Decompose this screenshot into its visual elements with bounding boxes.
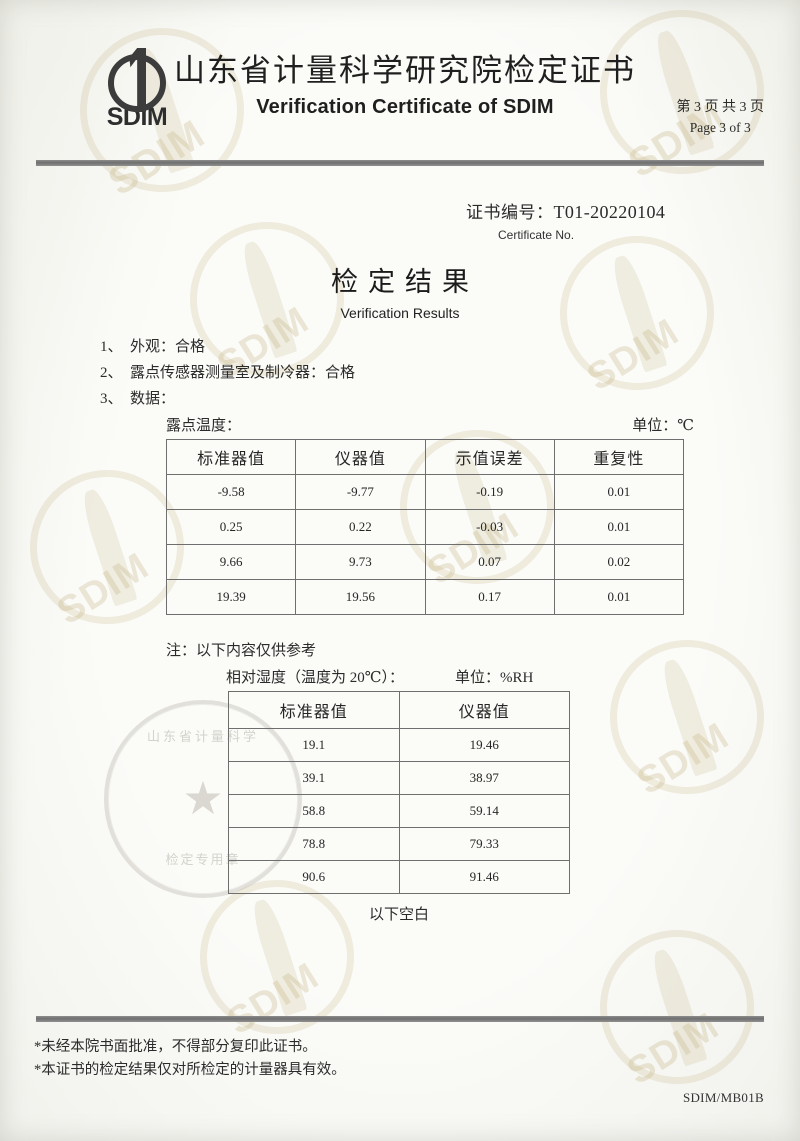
- dewpoint-table: 标准器值 仪器值 示值误差 重复性 -9.58 -9.77 -0.19 0.01…: [165, 439, 685, 616]
- certificate-number-label: 证书编号：: [466, 203, 554, 222]
- page-number: 第 3 页 共 3 页 Page 3 of 3: [677, 98, 765, 138]
- certificate-number-block: 证书编号：T01-20220104 Certificate No.: [0, 198, 800, 242]
- cell-standard: -9.58: [165, 474, 297, 511]
- certificate-number-label-en: Certificate No.: [498, 228, 575, 242]
- column-header-instrument: 仪器值: [398, 691, 570, 730]
- table-row: 39.1 38.97: [228, 761, 570, 796]
- cell-standard: 90.6: [228, 860, 400, 895]
- list-item: 1、 外观：合格: [100, 335, 800, 361]
- dewpoint-section-label: 露点温度：: [166, 418, 242, 435]
- cell-standard: 9.66: [165, 544, 297, 581]
- page-number-en: Page 3 of 3: [689, 120, 751, 136]
- column-header-error: 示值误差: [424, 439, 555, 476]
- cell-standard: 39.1: [228, 761, 400, 796]
- cell-instrument: 9.73: [295, 544, 426, 581]
- cell-instrument: 59.14: [398, 794, 570, 829]
- results-items: 1、 外观：合格 2、 露点传感器测量室及制冷器：合格 3、 数据：: [0, 335, 800, 412]
- certificate-number-line: 证书编号：T01-20220104: [466, 198, 800, 223]
- list-item-text: 露点传感器测量室及制冷器：合格: [130, 364, 356, 381]
- table-row: 90.6 91.46: [228, 860, 570, 895]
- table-row: 19.1 19.46: [228, 728, 570, 763]
- list-item: 3、 数据：: [100, 387, 800, 413]
- humidity-unit-label: 单位：%RH: [455, 670, 534, 687]
- cell-standard: 19.39: [165, 579, 297, 616]
- cell-standard: 19.1: [228, 728, 400, 763]
- table-row: -9.58 -9.77 -0.19 0.01: [165, 474, 685, 511]
- document-code: SDIM/MB01B: [682, 1090, 764, 1105]
- document-footer: *未经本院书面批准，不得部分复印此证书。 *本证书的检定结果仅对所检定的计量器具…: [0, 1016, 800, 1105]
- reference-note: 注：以下内容仅供参考: [0, 639, 800, 660]
- table-row: 0.25 0.22 -0.03 0.01: [165, 509, 685, 546]
- footer-notes: *未经本院书面批准，不得部分复印此证书。 *本证书的检定结果仅对所检定的计量器具…: [34, 1036, 800, 1083]
- cell-instrument: 79.33: [398, 827, 570, 862]
- dewpoint-section-header: 露点温度： 单位：℃: [0, 414, 800, 435]
- humidity-table: 标准器值 仪器值 19.1 19.46 39.1 38.97 58.8 59.1…: [228, 691, 570, 895]
- table-row: 9.66 9.73 0.07 0.02: [165, 544, 685, 581]
- blank-below-note: 以下空白: [368, 907, 429, 924]
- table-header-row: 标准器值 仪器值 示值误差 重复性: [165, 439, 685, 476]
- cell-repeatability: 0.02: [553, 544, 685, 581]
- reference-note-text: 以下内容仅供参考: [196, 643, 317, 660]
- sdim-logo-icon: [108, 48, 166, 112]
- cell-repeatability: 0.01: [553, 509, 685, 546]
- cell-instrument: 19.46: [398, 728, 570, 763]
- sdim-logo: SDIM: [98, 48, 176, 132]
- cell-instrument: 19.56: [295, 579, 426, 616]
- cell-repeatability: 0.01: [553, 579, 685, 616]
- results-title-cn: 检定结果: [331, 267, 479, 297]
- column-header-standard: 标准器值: [165, 439, 297, 476]
- cell-standard: 0.25: [165, 509, 297, 546]
- column-header-standard: 标准器值: [228, 691, 400, 730]
- certificate-number-value: T01-20220104: [553, 202, 666, 222]
- cell-error: 0.17: [424, 579, 555, 616]
- cell-instrument: 91.46: [398, 860, 570, 895]
- cell-instrument: 0.22: [295, 509, 426, 546]
- column-header-repeatability: 重复性: [553, 439, 685, 476]
- cell-error: 0.07: [424, 544, 555, 581]
- cell-instrument: 38.97: [398, 761, 570, 796]
- page-number-cn: 第 3 页 共 3 页: [676, 100, 765, 115]
- list-item: 2、 露点传感器测量室及制冷器：合格: [100, 361, 800, 387]
- cell-instrument: -9.77: [295, 474, 426, 511]
- footer-note: *本证书的检定结果仅对所检定的计量器具有效。: [34, 1062, 346, 1079]
- reference-note-prefix: 注：: [166, 643, 197, 660]
- table-row: 78.8 79.33: [228, 827, 570, 862]
- table-row: 19.39 19.56 0.17 0.01: [165, 579, 685, 616]
- list-item-text: 数据：: [130, 390, 176, 407]
- column-header-instrument: 仪器值: [295, 439, 426, 476]
- document-header: SDIM 山东省计量科学研究院检定证书 Verification Certifi…: [36, 48, 765, 148]
- cell-repeatability: 0.01: [553, 474, 685, 511]
- results-title-en: Verification Results: [340, 305, 460, 321]
- cell-standard: 58.8: [228, 794, 400, 829]
- cell-standard: 78.8: [228, 827, 400, 862]
- cell-error: -0.19: [424, 474, 555, 511]
- footer-divider: [36, 1016, 764, 1022]
- cell-error: -0.03: [424, 509, 555, 546]
- list-item-number: 1、: [100, 339, 123, 355]
- table-header-row: 标准器值 仪器值: [228, 691, 570, 730]
- header-divider: [36, 160, 764, 166]
- list-item-text: 外观：合格: [130, 339, 206, 355]
- list-item-number: 2、: [100, 364, 123, 381]
- footer-note: *未经本院书面批准，不得部分复印此证书。: [34, 1039, 317, 1055]
- humidity-section-header: 相对湿度（温度为 20℃）： 单位：%RH: [0, 666, 800, 687]
- table-row: 58.8 59.14: [228, 794, 570, 829]
- dewpoint-unit-label: 单位：℃: [632, 418, 694, 435]
- list-item-number: 3、: [100, 390, 123, 407]
- humidity-section-label: 相对湿度（温度为 20℃）：: [226, 670, 405, 687]
